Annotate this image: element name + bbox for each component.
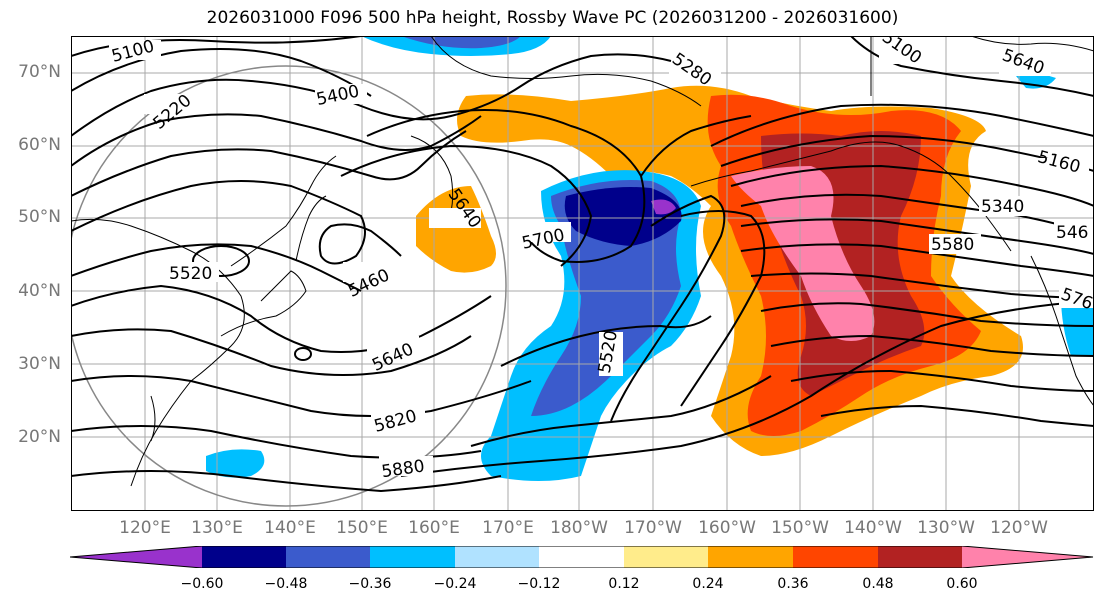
colorbar-segment (793, 546, 878, 568)
colorbar-tick: 0.36 (777, 576, 809, 592)
contour-labels: 5100 5220 5400 5280 5100 5640 5160 5340 … (109, 36, 1094, 482)
map-frame (71, 36, 1094, 511)
lat-label-20n: 20°N (18, 427, 61, 447)
lon-label-170e: 170°E (482, 518, 534, 538)
lon-label-160e: 160°E (408, 518, 460, 538)
lon-label-150w: 150°W (771, 518, 829, 538)
contour-label: 5520 (169, 264, 212, 284)
colorbar-tick: 0.48 (862, 576, 894, 592)
lat-label-30n: 30°N (18, 354, 61, 374)
lat-label-70n: 70°N (18, 62, 61, 82)
map-title: 2026031000 F096 500 hPa height, Rossby W… (206, 8, 899, 28)
contour-label: 5340 (981, 197, 1024, 217)
positive-anomaly-shading (416, 85, 1023, 456)
colorbar-segment (878, 546, 962, 568)
colorbar-tick: 0.60 (946, 576, 978, 592)
colorbar-outline (70, 546, 1094, 568)
colorbar-segment (962, 546, 1093, 568)
colorbar-tick: 0.24 (692, 576, 724, 592)
lon-label-130w: 130°W (917, 518, 975, 538)
lat-label-50n: 50°N (18, 207, 61, 227)
colorbar (70, 546, 1094, 568)
contour-label: 546 (1056, 223, 1088, 243)
colorbar-segment (455, 546, 539, 568)
lon-label-140w: 140°W (844, 518, 902, 538)
map-canvas: 5100 5220 5400 5280 5100 5640 5160 5340 … (71, 36, 1094, 511)
colorbar-segment (370, 546, 455, 568)
map-panel: 5100 5220 5400 5280 5100 5640 5160 5340 … (71, 36, 1094, 511)
colorbar-segment (202, 546, 286, 568)
lon-label-120e: 120°E (119, 518, 171, 538)
lon-label-140e: 140°E (264, 518, 316, 538)
colorbar-tick: 0.12 (608, 576, 640, 592)
colorbar-tick: −0.48 (264, 576, 308, 592)
colorbar-segment (708, 546, 793, 568)
contour-label: 5580 (931, 235, 974, 255)
colorbar-tick: −0.60 (180, 576, 224, 592)
lon-label-130e: 130°E (191, 518, 243, 538)
range-circle (71, 65, 507, 507)
colorbar-tick: −0.36 (348, 576, 392, 592)
colorbar-segment (286, 546, 370, 568)
height-contours (71, 36, 1094, 493)
colorbar-segment (70, 546, 202, 568)
lon-label-120w: 120°W (990, 518, 1048, 538)
lat-label-40n: 40°N (18, 281, 61, 301)
coastlines (71, 36, 1094, 487)
lon-label-180w: 180°W (550, 518, 608, 538)
lon-label-170w: 170°W (624, 518, 682, 538)
colorbar-tick: −0.12 (517, 576, 561, 592)
colorbar-segment (539, 546, 624, 568)
colorbar-segment (624, 546, 708, 568)
lon-label-150e: 150°E (336, 518, 388, 538)
lon-label-160w: 160°W (698, 518, 756, 538)
colorbar-tick: −0.24 (433, 576, 477, 592)
lat-label-60n: 60°N (18, 135, 61, 155)
